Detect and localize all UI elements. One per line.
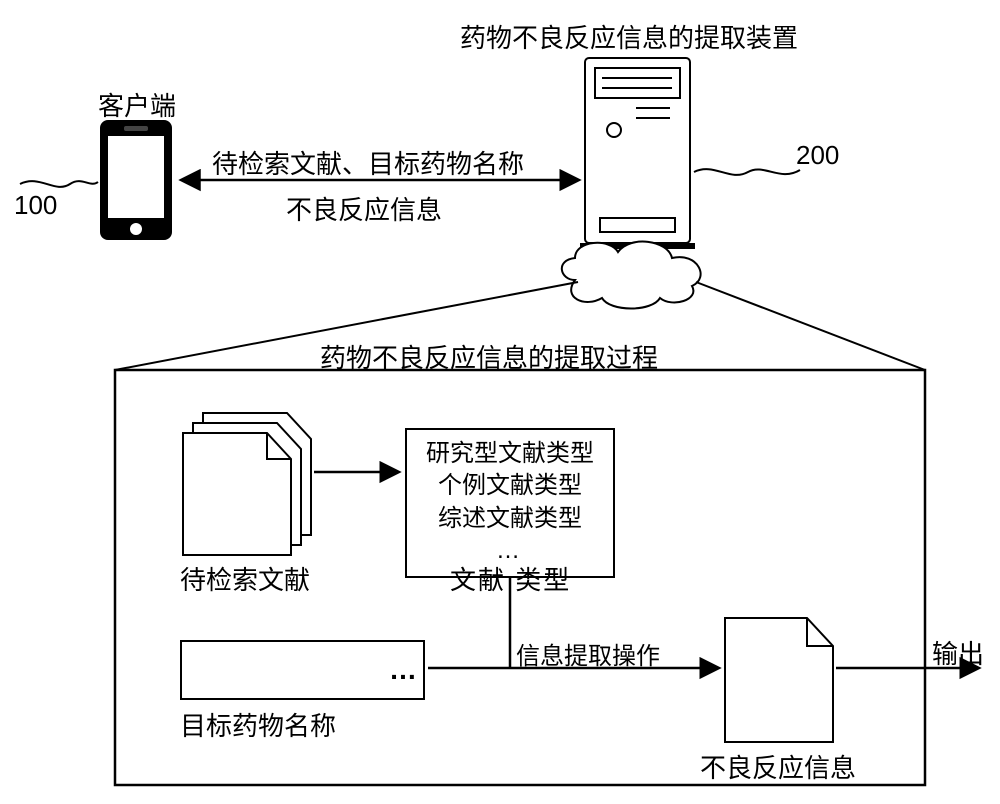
type-line-3: 综述文献类型 [413, 503, 607, 535]
docs-stack-icon [183, 413, 311, 555]
drug-box: . … [180, 640, 425, 700]
drugs-label: 目标药物名称 [180, 706, 336, 743]
arrow-top-label: 待检索文献、目标药物名称 [212, 144, 524, 181]
process-title: 药物不良反应信息的提取过程 [320, 338, 658, 375]
server-icon [580, 58, 695, 249]
drug-ellipsis: … [389, 654, 417, 686]
ref-server: 200 [796, 140, 839, 171]
output-label: 输出 [932, 634, 984, 671]
expand-line-right [696, 282, 925, 370]
ref-client: 100 [14, 190, 57, 221]
server-lead-wire [694, 169, 800, 175]
device-title: 药物不良反应信息的提取装置 [460, 18, 798, 55]
arrow-bottom-label: 不良反应信息 [286, 190, 442, 227]
result-label: 不良反应信息 [700, 748, 856, 785]
extract-op-label: 信息提取操作 [516, 636, 660, 671]
cloud-icon [562, 242, 701, 309]
type-line-2: 个例文献类型 [413, 470, 607, 502]
client-lead-wire [20, 181, 98, 187]
type-line-1: 研究型文献类型 [413, 438, 607, 470]
client-label: 客户端 [98, 86, 176, 123]
types-label: 文献 类型 [450, 560, 571, 597]
docs-label: 待检索文献 [180, 560, 310, 597]
types-box: 研究型文献类型 个例文献类型 综述文献类型 … [405, 428, 615, 578]
result-doc-icon [725, 618, 833, 742]
client-phone-icon [100, 120, 172, 240]
